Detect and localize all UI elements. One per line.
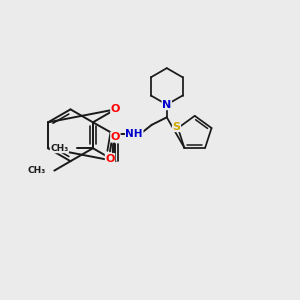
- Text: O: O: [105, 154, 115, 164]
- Text: O: O: [111, 132, 120, 142]
- Text: CH₃: CH₃: [50, 144, 68, 153]
- Text: S: S: [172, 122, 181, 132]
- Text: CH₃: CH₃: [28, 166, 46, 175]
- Text: NH: NH: [125, 129, 143, 139]
- Text: O: O: [111, 104, 120, 114]
- Text: N: N: [162, 100, 171, 110]
